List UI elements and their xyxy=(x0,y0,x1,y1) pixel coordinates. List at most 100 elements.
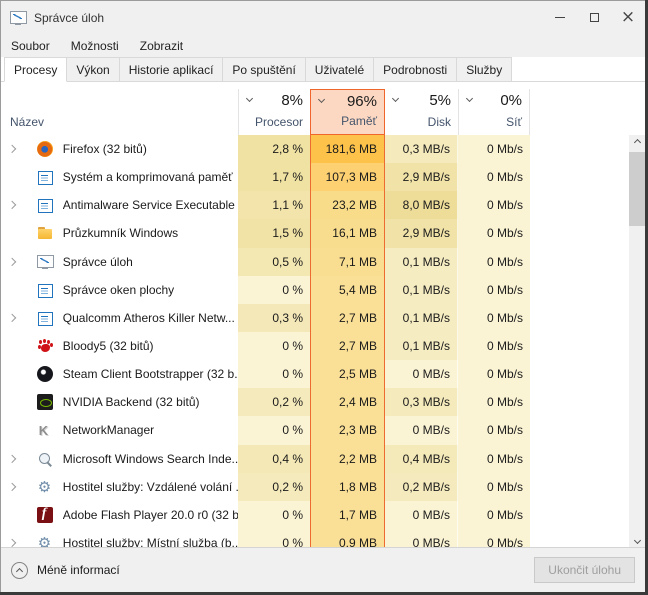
tab-procesy[interactable]: Procesy xyxy=(4,57,68,82)
expand-chevron-icon[interactable] xyxy=(7,454,16,463)
tab-sluzby[interactable]: Služby xyxy=(456,57,513,82)
expand-chevron-icon[interactable] xyxy=(7,257,16,266)
process-row[interactable]: Adobe Flash Player 20.0 r0 (32 b... 0 % … xyxy=(1,500,645,529)
chevron-up-icon xyxy=(633,138,641,147)
sort-descending-icon xyxy=(465,94,474,103)
column-label: Paměť xyxy=(341,114,377,128)
sort-descending-icon xyxy=(245,94,254,103)
menu-soubor[interactable]: Soubor xyxy=(11,38,50,53)
process-row[interactable]: Firefox (32 bitů) 2,8 % 181,6 MB 0,3 MB/… xyxy=(1,135,645,164)
process-row[interactable]: Systém a komprimovaná paměť 1,7 % 107,3 … xyxy=(1,163,645,192)
process-row[interactable]: Bloody5 (32 bitů) 0 % 2,7 MB 0,1 MB/s 0 … xyxy=(1,331,645,361)
menu-moznosti[interactable]: Možnosti xyxy=(70,38,119,53)
process-name: Hostitel služby: Místní služba (b... xyxy=(62,536,238,548)
disk-cell: 0 MB/s xyxy=(385,528,458,548)
disk-cell: 0,1 MB/s xyxy=(385,247,458,276)
expand-chevron-icon[interactable] xyxy=(7,201,16,210)
less-info-label: Méně informací xyxy=(37,563,120,577)
close-button[interactable] xyxy=(611,1,645,34)
cpu-cell: 0,2 % xyxy=(238,388,310,417)
scrollbar-up-button[interactable] xyxy=(629,135,645,150)
tab-historie-aplikaci[interactable]: Historie aplikací xyxy=(118,57,224,82)
column-header-net[interactable]: 0% Síť xyxy=(458,89,530,135)
process-row[interactable]: Microsoft Windows Search Inde... 0,4 % 2… xyxy=(1,444,645,473)
process-name-cell: Qualcomm Atheros Killer Netw... xyxy=(1,303,238,332)
network-cell: 0 Mb/s xyxy=(458,416,530,445)
process-row[interactable]: NetworkManager 0 % 2,3 MB 0 MB/s 0 Mb/s xyxy=(1,416,645,445)
network-cell: 0 Mb/s xyxy=(458,360,530,389)
memory-cell: 23,2 MB xyxy=(310,191,385,220)
cpu-cell: 0 % xyxy=(238,275,310,304)
window-icon xyxy=(37,169,53,186)
scrollbar-thumb[interactable] xyxy=(629,152,645,226)
expand-chevron-icon[interactable] xyxy=(7,144,16,154)
expand-chevron-icon[interactable] xyxy=(7,482,16,491)
network-cell: 0 Mb/s xyxy=(458,500,530,529)
column-header-name[interactable]: Název xyxy=(10,115,45,129)
process-row[interactable]: Steam Client Bootstrapper (32 b... 0 % 2… xyxy=(1,360,645,389)
process-row[interactable]: Správce úloh 0,5 % 7,1 MB 0,1 MB/s 0 Mb/… xyxy=(1,247,645,276)
network-cell: 0 Mb/s xyxy=(458,247,530,276)
network-cell: 0 Mb/s xyxy=(458,163,530,192)
process-row[interactable]: Správce oken plochy 0 % 5,4 MB 0,1 MB/s … xyxy=(1,275,645,304)
disk-cell: 0,1 MB/s xyxy=(385,303,458,332)
process-row[interactable]: Qualcomm Atheros Killer Netw... 0,3 % 2,… xyxy=(1,303,645,332)
less-info-toggle[interactable]: Méně informací xyxy=(11,561,120,579)
gear-icon xyxy=(37,479,53,495)
window-icon xyxy=(37,310,53,326)
process-row[interactable]: Průzkumník Windows 1,5 % 16,1 MB 2,9 MB/… xyxy=(1,219,645,248)
expand-chevron-icon[interactable] xyxy=(7,313,16,322)
disk-cell: 0,3 MB/s xyxy=(385,388,458,417)
tab-uzivatele[interactable]: Uživatelé xyxy=(304,57,375,82)
search-icon xyxy=(37,451,53,467)
process-row[interactable]: Antimalware Service Executable 1,1 % 23,… xyxy=(1,191,645,220)
column-usage-percent: 8% xyxy=(281,92,303,109)
disk-cell: 0,4 MB/s xyxy=(385,444,458,473)
cpu-cell: 1,5 % xyxy=(238,219,310,248)
column-header-mem[interactable]: 96% Paměť xyxy=(310,89,385,135)
disk-cell: 0 MB/s xyxy=(385,416,458,445)
vertical-scrollbar[interactable] xyxy=(629,135,645,548)
scrollbar-down-button[interactable] xyxy=(629,533,645,548)
process-row[interactable]: Hostitel služby: Místní služba (b... 0 %… xyxy=(1,528,645,548)
cpu-cell: 0 % xyxy=(238,528,310,548)
column-header-cpu[interactable]: 8% Procesor xyxy=(238,89,310,135)
title-bar: Správce úloh xyxy=(1,1,645,34)
process-row[interactable]: NVIDIA Backend (32 bitů) 0,2 % 2,4 MB 0,… xyxy=(1,388,645,417)
column-header-disk[interactable]: 5% Disk xyxy=(385,89,458,135)
process-name-cell: Adobe Flash Player 20.0 r0 (32 b... xyxy=(1,500,238,529)
close-icon xyxy=(621,9,635,27)
menu-zobrazit[interactable]: Zobrazit xyxy=(139,38,184,53)
disk-cell: 0,1 MB/s xyxy=(385,331,458,361)
disk-cell: 0 MB/s xyxy=(385,360,458,389)
expand-chevron-icon[interactable] xyxy=(7,538,16,548)
cpu-cell: 0 % xyxy=(238,331,310,361)
network-cell: 0 Mb/s xyxy=(458,528,530,548)
column-label: Procesor xyxy=(254,115,303,129)
end-task-button[interactable]: Ukončit úlohu xyxy=(534,557,635,583)
cpu-cell: 2,8 % xyxy=(238,135,310,164)
process-name-cell: Systém a komprimovaná paměť xyxy=(1,163,238,192)
disk-cell: 0,1 MB/s xyxy=(385,275,458,304)
cpu-cell: 0 % xyxy=(238,416,310,445)
process-name-cell: Hostitel služby: Vzdálené volání ... xyxy=(1,472,238,501)
process-name: Hostitel služby: Vzdálené volání ... xyxy=(62,479,238,494)
process-name: Adobe Flash Player 20.0 r0 (32 b... xyxy=(62,507,238,522)
tab-po-spusteni[interactable]: Po spuštění xyxy=(222,57,306,82)
process-name: Správce oken plochy xyxy=(62,282,175,297)
process-row[interactable]: Hostitel služby: Vzdálené volání ... 0,2… xyxy=(1,472,645,501)
table-header: Název 8% Procesor 96% Paměť 5% Disk 0% S… xyxy=(1,82,645,135)
minimize-button[interactable] xyxy=(543,1,577,34)
column-usage-percent: 0% xyxy=(500,92,522,109)
tab-podrobnosti[interactable]: Podrobnosti xyxy=(373,57,458,82)
network-cell: 0 Mb/s xyxy=(458,388,530,417)
nvidia-icon xyxy=(36,394,53,411)
process-name-cell: NVIDIA Backend (32 bitů) xyxy=(1,388,238,417)
network-cell: 0 Mb/s xyxy=(458,275,530,304)
tab-vykon[interactable]: Výkon xyxy=(66,57,120,82)
disk-cell: 2,9 MB/s xyxy=(385,163,458,192)
process-name-cell: Antimalware Service Executable xyxy=(1,191,238,220)
process-name-cell: Správce úloh xyxy=(1,247,238,276)
maximize-button[interactable] xyxy=(577,1,611,34)
